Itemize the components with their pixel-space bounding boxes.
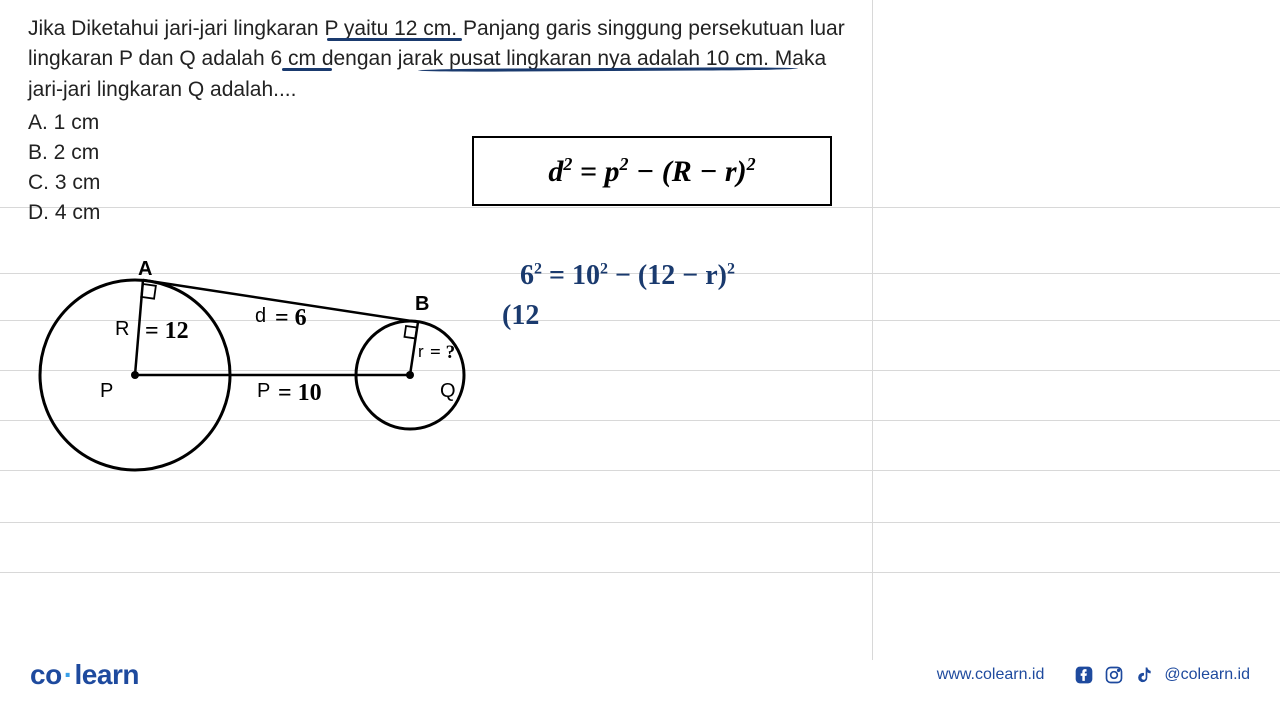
- underline-2: [282, 68, 332, 71]
- question-text: Jika Diketahui jari-jari lingkaran P yai…: [28, 14, 878, 105]
- center-p-label: P: [100, 380, 113, 403]
- tiktok-icon: [1134, 665, 1154, 685]
- option-d: D. 4 cm: [28, 201, 1252, 225]
- point-b-label: B: [415, 293, 429, 316]
- facebook-icon: [1074, 665, 1094, 685]
- footer-url: www.colearn.id: [937, 666, 1045, 684]
- point-a-label: A: [138, 258, 152, 281]
- option-c: C. 3 cm: [28, 171, 1252, 195]
- underline-1: [327, 38, 462, 41]
- r-big-label: R: [115, 318, 129, 340]
- answer-options: A. 1 cm B. 2 cm C. 3 cm D. 4 cm: [28, 111, 1252, 225]
- r-big-value: = 12: [145, 318, 189, 344]
- p-dist-label: P: [257, 380, 270, 402]
- center-q-label: Q: [440, 380, 456, 403]
- brand-logo: co·learn: [30, 659, 139, 691]
- tangent-diagram: A B P Q R = 12 d = 6 P = 10 r = ?: [30, 250, 480, 500]
- work-line-1: 62 = 102 − (12 − r)2: [520, 260, 735, 292]
- footer: co·learn www.colearn.id @colearn.id: [0, 650, 1280, 700]
- r-small-value: = ?: [430, 342, 455, 363]
- r-small-label: r: [418, 342, 424, 361]
- instagram-icon: [1104, 665, 1124, 685]
- option-b: B. 2 cm: [28, 141, 1252, 165]
- p-dist-value: = 10: [278, 380, 322, 406]
- option-a: A. 1 cm: [28, 111, 1252, 135]
- d-label: d: [255, 305, 266, 327]
- footer-handle: @colearn.id: [1164, 666, 1250, 684]
- handwritten-work: 62 = 102 − (12 − r)2 (12: [520, 260, 735, 332]
- d-value: = 6: [275, 305, 307, 331]
- work-line-2: (12: [502, 300, 735, 332]
